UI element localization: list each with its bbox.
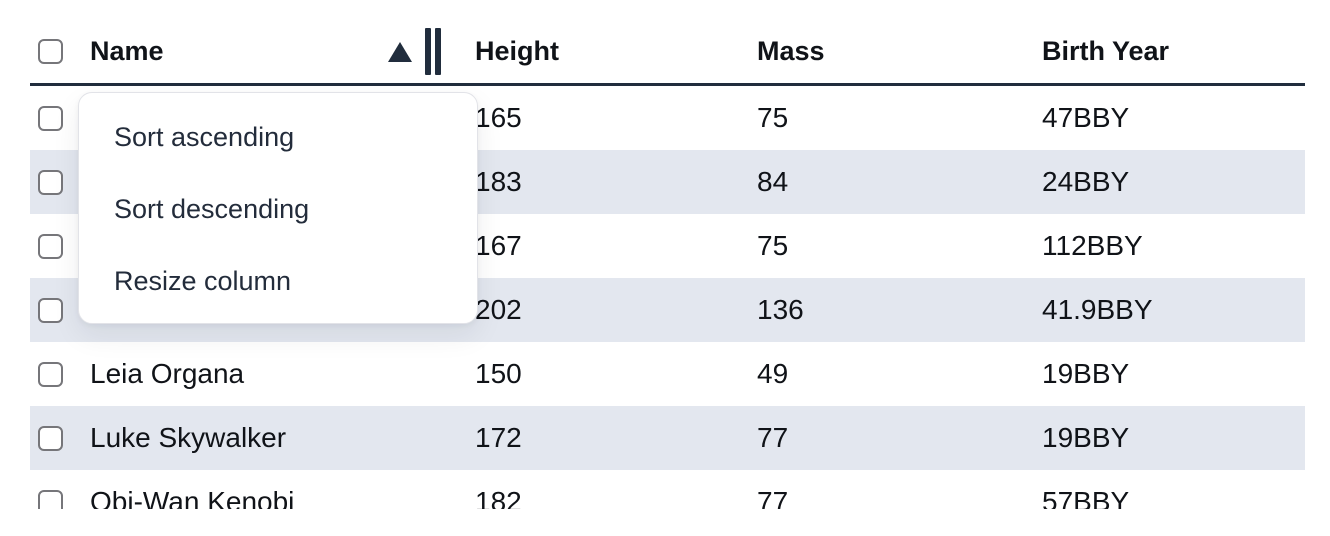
row-select-cell [30, 297, 90, 323]
column-header-height[interactable]: Height [475, 36, 559, 66]
menu-item-sort-ascending[interactable]: Sort ascending [114, 121, 295, 152]
cell-mass: 75 [757, 230, 789, 261]
sort-ascending-icon [388, 41, 412, 62]
cell-height: 172 [475, 422, 522, 453]
table-row[interactable]: 202 136 41.9BBY [30, 278, 1305, 342]
row-select-cell [30, 105, 90, 131]
column-resize-handle[interactable] [425, 28, 441, 75]
row-checkbox[interactable] [38, 169, 63, 195]
column-context-menu: Sort ascending Sort descending Resize co… [78, 92, 478, 324]
cell-birth-year: 57BBY [1042, 486, 1130, 509]
cell-mass: 75 [757, 102, 789, 133]
table-row[interactable]: 165 75 47BBY [30, 86, 1305, 150]
cell-height: 182 [475, 486, 522, 509]
cell-height: 150 [475, 358, 522, 389]
table-row[interactable]: 167 75 112BBY [30, 214, 1305, 278]
cell-mass: 77 [757, 486, 789, 509]
cell-name: Leia Organa [90, 358, 245, 389]
row-checkbox[interactable] [38, 297, 63, 323]
row-checkbox[interactable] [38, 489, 63, 509]
row-checkbox[interactable] [38, 425, 63, 451]
menu-item-resize-column[interactable]: Resize column [114, 265, 292, 296]
table-body: 165 75 47BBY 183 84 24BBY 167 75 112BBY … [30, 86, 1305, 509]
column-header-mass[interactable]: Mass [757, 36, 825, 66]
row-select-cell [30, 361, 90, 387]
row-select-cell [30, 169, 90, 195]
cell-name: Obi-Wan Kenobi [90, 486, 295, 509]
menu-item-sort-descending[interactable]: Sort descending [114, 193, 310, 224]
cell-birth-year: 41.9BBY [1042, 294, 1153, 325]
cell-height: 165 [475, 102, 522, 133]
cell-birth-year: 24BBY [1042, 166, 1130, 197]
row-select-cell [30, 425, 90, 451]
cell-mass: 49 [757, 358, 789, 389]
table-row[interactable]: Luke Skywalker 172 77 19BBY [30, 406, 1305, 470]
row-checkbox[interactable] [38, 361, 63, 387]
row-checkbox[interactable] [38, 233, 63, 259]
resize-bar-icon [435, 28, 441, 75]
table-header: Name Height Mass Birth Year [30, 0, 1305, 86]
select-all-checkbox[interactable] [38, 39, 63, 64]
column-header-name[interactable]: Name [90, 20, 475, 83]
row-checkbox[interactable] [38, 105, 63, 131]
cell-name: Luke Skywalker [90, 422, 287, 453]
cell-birth-year: 19BBY [1042, 358, 1130, 389]
table-viewport: Name Height Mass Birth Year 165 75 47BBY… [30, 0, 1305, 509]
cell-height: 167 [475, 230, 522, 261]
table-row[interactable]: Obi-Wan Kenobi 182 77 57BBY [30, 470, 1305, 509]
column-header-name-label: Name [90, 36, 164, 66]
cell-height: 183 [475, 166, 522, 197]
cell-mass: 77 [757, 422, 789, 453]
data-table: Name Height Mass Birth Year 165 75 47BBY… [30, 0, 1305, 509]
resize-bar-icon [425, 28, 431, 75]
cell-birth-year: 47BBY [1042, 102, 1130, 133]
select-all-cell [30, 39, 90, 64]
row-select-cell [30, 233, 90, 259]
cell-height: 202 [475, 294, 522, 325]
column-header-birth-year[interactable]: Birth Year [1042, 36, 1170, 66]
row-select-cell [30, 489, 90, 509]
cell-birth-year: 112BBY [1042, 230, 1143, 261]
table-row[interactable]: Leia Organa 150 49 19BBY [30, 342, 1305, 406]
cell-mass: 136 [757, 294, 804, 325]
cell-mass: 84 [757, 166, 789, 197]
cell-birth-year: 19BBY [1042, 422, 1130, 453]
